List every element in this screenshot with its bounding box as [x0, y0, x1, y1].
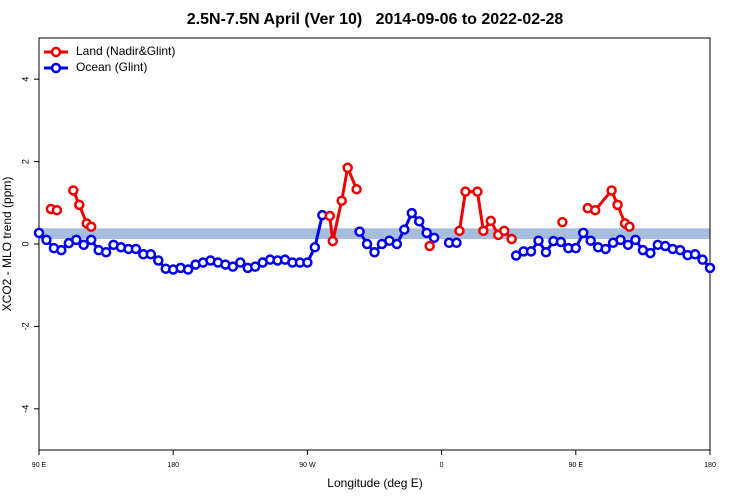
data-point — [391, 238, 403, 250]
data-point — [406, 207, 418, 219]
data-point — [555, 236, 567, 248]
data-point — [485, 215, 497, 227]
data-point — [85, 234, 97, 246]
y-axis-label: XCO2 - MLO trend (ppm) — [0, 177, 14, 312]
data-point — [336, 195, 347, 206]
data-point — [615, 234, 626, 246]
data-point — [697, 254, 708, 265]
x-tick-label: 180 — [704, 462, 716, 469]
data-point — [74, 199, 85, 211]
data-point — [451, 237, 462, 249]
data-point — [153, 255, 164, 266]
legend-marker — [50, 46, 62, 58]
data-point — [478, 225, 489, 237]
data-point — [525, 246, 537, 257]
data-point — [510, 250, 522, 261]
data-point — [309, 242, 321, 253]
data-point — [421, 227, 432, 239]
x-tick-label: 90 W — [299, 462, 316, 469]
x-tick-label: 90 E — [569, 462, 584, 469]
x-tick-label: 90 E — [32, 462, 47, 469]
data-point — [540, 246, 552, 258]
data-point — [570, 242, 582, 254]
y-tick-label: 0 — [20, 241, 30, 246]
data-point — [578, 227, 589, 239]
y-tick-label: -4 — [20, 405, 30, 413]
data-point — [361, 238, 373, 250]
data-point — [33, 227, 45, 239]
data-point — [600, 243, 611, 255]
data-point — [624, 221, 635, 232]
data-point — [533, 235, 544, 246]
data-point — [85, 221, 97, 232]
data-point — [78, 239, 89, 251]
data-point — [589, 204, 601, 216]
data-point — [71, 234, 82, 246]
data-point — [674, 244, 686, 256]
data-point — [585, 235, 596, 246]
data-point — [704, 262, 716, 274]
chart-title: 2.5N-7.5N April (Ver 10) 2014-09-06 to 2… — [187, 11, 564, 28]
data-point — [324, 210, 336, 222]
data-point — [342, 162, 353, 174]
x-tick-label: 0 — [440, 462, 444, 469]
data-point — [302, 257, 313, 268]
data-point — [68, 185, 79, 196]
legend-marker — [50, 62, 62, 74]
data-point — [130, 243, 142, 255]
data-point — [557, 216, 568, 228]
data-point — [606, 185, 617, 196]
data-point — [498, 225, 510, 237]
y-tick-label: 4 — [20, 77, 30, 82]
data-point — [399, 224, 410, 235]
x-axis-label: Longitude (deg E) — [327, 476, 422, 490]
reference-band — [39, 228, 710, 240]
data-point — [428, 232, 440, 244]
data-point — [369, 246, 380, 258]
data-point — [41, 234, 52, 246]
data-point — [354, 226, 365, 237]
data-point — [506, 233, 517, 245]
data-point — [612, 199, 623, 211]
data-point — [227, 261, 239, 272]
data-point — [249, 261, 261, 272]
data-point — [327, 235, 338, 247]
data-point — [645, 247, 656, 259]
data-point — [56, 244, 67, 256]
y-tick-label: 2 — [20, 159, 30, 164]
data-point — [630, 234, 641, 246]
data-point — [182, 264, 194, 275]
data-point — [51, 204, 63, 216]
legend-text: Ocean (Glint) — [76, 60, 147, 74]
data-point — [424, 240, 435, 252]
data-point — [460, 186, 471, 197]
data-point — [235, 257, 246, 268]
data-point — [472, 186, 483, 197]
data-point — [454, 225, 465, 237]
data-point — [689, 249, 701, 260]
data-point — [351, 183, 362, 195]
legend-text: Land (Nadir&Glint) — [76, 44, 175, 58]
data-point — [413, 216, 425, 227]
data-point — [622, 239, 634, 251]
y-tick-label: -2 — [20, 322, 30, 330]
x-tick-label: 180 — [167, 462, 179, 469]
data-point — [100, 246, 112, 258]
data-point — [145, 249, 157, 260]
